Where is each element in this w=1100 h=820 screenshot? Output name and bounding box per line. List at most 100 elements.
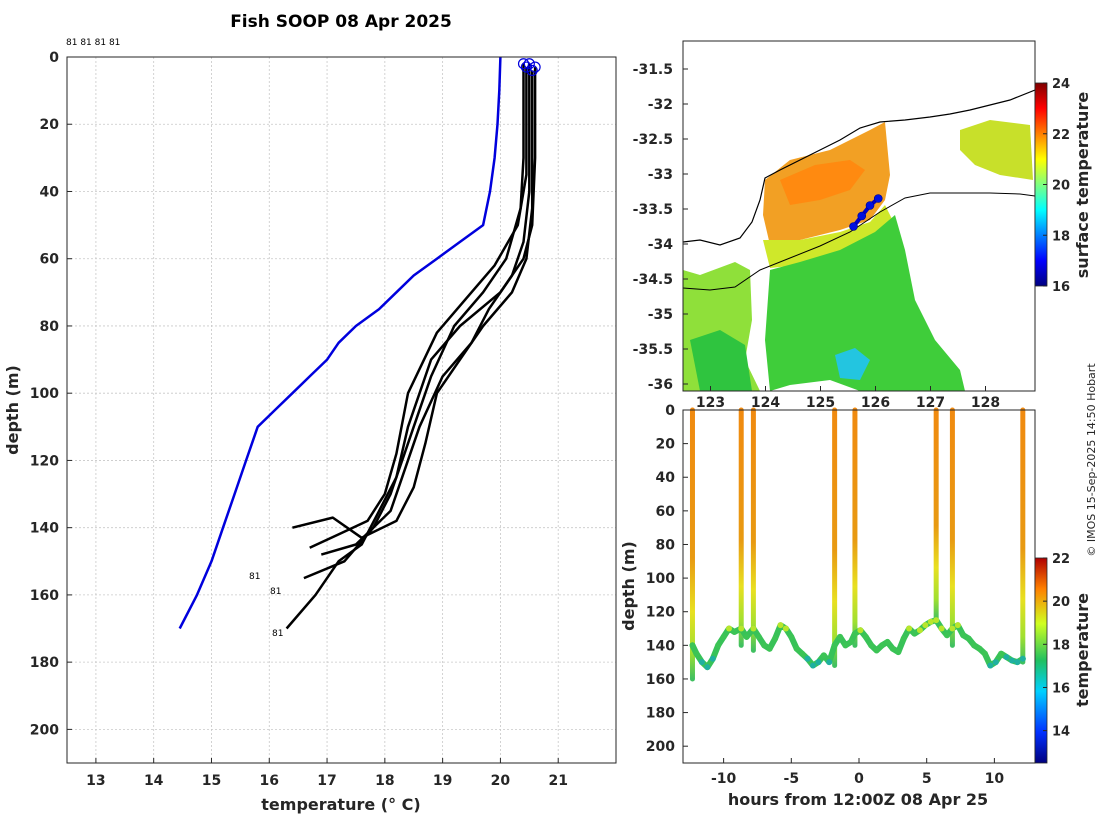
- section-panel: -10 -5 0 5 10 0 20 40 60 80 100 120 140 160 180 200 ho…: [619, 403, 1092, 809]
- section-bottom-point: [944, 632, 950, 639]
- section-bottom-point: [804, 655, 811, 662]
- map-lat-tick-label: -33.5: [633, 202, 673, 218]
- map-colorbar-tick-label: 20: [1052, 179, 1070, 194]
- section-bottom-point: [777, 622, 784, 629]
- section-bottom-point: [965, 635, 972, 642]
- sst-transition: [763, 205, 895, 268]
- section-bottom-point: [981, 650, 988, 657]
- map-colorbar-tick-label: 22: [1052, 128, 1070, 143]
- profile-series: [178, 56, 537, 630]
- section-bottom-point: [884, 638, 891, 645]
- section-bottom-point: [772, 635, 779, 642]
- section-y-tick-label: 0: [665, 403, 675, 419]
- profile-x-axis-label: temperature (° C): [261, 795, 420, 814]
- profile-plot-background: [67, 57, 616, 763]
- section-bottom-point: [788, 633, 795, 640]
- section-bottom-point: [933, 617, 940, 624]
- surface-marker: [520, 61, 533, 73]
- ship-track-point: [857, 211, 867, 221]
- map-lat-tick-label: -36: [648, 377, 673, 393]
- sst-warm-core: [780, 160, 865, 205]
- profile-line: [309, 67, 528, 549]
- section-bottom-point: [750, 625, 757, 632]
- map-lon-tick-label: 124: [751, 395, 780, 411]
- surface-marker: [526, 64, 538, 77]
- map-lat-tick-label: -35.5: [633, 342, 673, 358]
- profile-end-label: 81: [270, 587, 281, 597]
- section-bottom-point: [793, 645, 800, 652]
- profile-y-tick-label: 20: [40, 117, 60, 133]
- profile-x-tick-label: 20: [491, 773, 511, 789]
- map-colorbar-tick-label: 18: [1052, 229, 1070, 244]
- ship-track-line: [851, 196, 881, 229]
- section-bottom-point: [879, 642, 886, 649]
- profile-end-label: 81: [272, 629, 283, 639]
- section-bottom-point: [689, 642, 696, 649]
- ship-track: [849, 194, 883, 231]
- sst-green-shelf: [765, 215, 965, 391]
- section-bottom-point: [704, 664, 711, 671]
- section-bottom-point: [954, 622, 961, 629]
- section-bottom-point: [743, 633, 750, 640]
- section-y-tick-label: 140: [646, 638, 675, 654]
- profile-count-label: 81 81 81 81: [66, 38, 120, 48]
- section-x-tick-label: 5: [922, 771, 932, 787]
- profile-line: [292, 70, 534, 540]
- section-bottom-point: [815, 659, 822, 666]
- sst-warm-east: [960, 120, 1033, 180]
- coastline: [683, 89, 1035, 246]
- section-y-axis-label: depth (m): [619, 541, 638, 631]
- map-colorbar-label: surface temperature: [1073, 92, 1092, 279]
- section-colorbar-tick-label: 22: [1052, 552, 1070, 567]
- section-colorbar-tick-label: 18: [1052, 638, 1070, 653]
- section-bottom-point: [906, 625, 913, 632]
- section-bottom-point: [992, 659, 999, 666]
- section-casts: [689, 407, 1026, 682]
- profile-line: [178, 56, 502, 630]
- map-colorbar-tick-label: 16: [1052, 280, 1070, 295]
- section-y-tick-label: 180: [646, 706, 675, 722]
- ship-track-point: [849, 222, 858, 231]
- section-colorbar-ticks: 14 16 18 20 22: [1043, 552, 1070, 740]
- section-bottom-point: [889, 645, 896, 652]
- section-bottom-point: [837, 633, 844, 640]
- section-y-tick-label: 200: [646, 739, 675, 755]
- map-panel: 123 124 125 126 127 128 -31.5 -32 -32.5 -33 -33.5…: [633, 40, 1092, 411]
- section-bottom-point: [862, 633, 869, 640]
- section-bottom-point: [715, 642, 722, 649]
- section-bottom-point: [911, 630, 918, 637]
- section-colorbar-label: temperature: [1073, 593, 1092, 707]
- map-lat-tick-label: -33: [648, 167, 673, 183]
- profile-panel: 13 14 15 16 17 18 19 20 21 0 20 40 60 80 100 120 140 160…: [3, 38, 617, 814]
- profile-plot-frame: [66, 56, 617, 764]
- section-bottom-point: [842, 642, 849, 649]
- section-bottom-point: [782, 625, 789, 632]
- profile-x-tick-label: 16: [260, 773, 279, 789]
- surface-marker: [529, 61, 541, 73]
- credit-text: © IMOS 15-Sep-2025 14:50 Hobart: [1085, 363, 1098, 557]
- map-colorbar-tick-label: 24: [1052, 77, 1070, 92]
- section-bottom-point: [857, 627, 864, 634]
- section-bottom-point: [809, 662, 816, 669]
- profile-y-tick-label: 0: [49, 50, 59, 66]
- chart-title: Fish SOOP 08 Apr 2025: [230, 12, 452, 32]
- section-x-tick-label: -5: [784, 771, 800, 787]
- section-bottom-point: [938, 625, 945, 632]
- profile-x-tick-label: 15: [202, 773, 221, 789]
- profile-x-tick-label: 14: [144, 773, 164, 789]
- section-colorbar-tick-label: 16: [1052, 681, 1070, 696]
- profile-y-tick-label: 120: [30, 453, 59, 469]
- profile-y-tick-label: 140: [30, 521, 59, 537]
- map-lat-tick-label: -34.5: [633, 272, 673, 288]
- map-lon-ticks: 123 124 125 126 127 128: [696, 386, 1000, 411]
- profile-end-label: 81: [249, 572, 260, 582]
- map-lat-tick-label: -34: [648, 237, 674, 253]
- section-bottom-point: [1008, 657, 1015, 664]
- section-y-tick-label: 160: [646, 672, 675, 688]
- section-bottom-point: [1003, 654, 1010, 661]
- profile-y-tick-label: 100: [30, 386, 59, 402]
- map-lat-tick-label: -32.5: [633, 132, 673, 148]
- profile-surface-markers: [517, 58, 541, 77]
- profile-x-tick-label: 19: [433, 773, 452, 789]
